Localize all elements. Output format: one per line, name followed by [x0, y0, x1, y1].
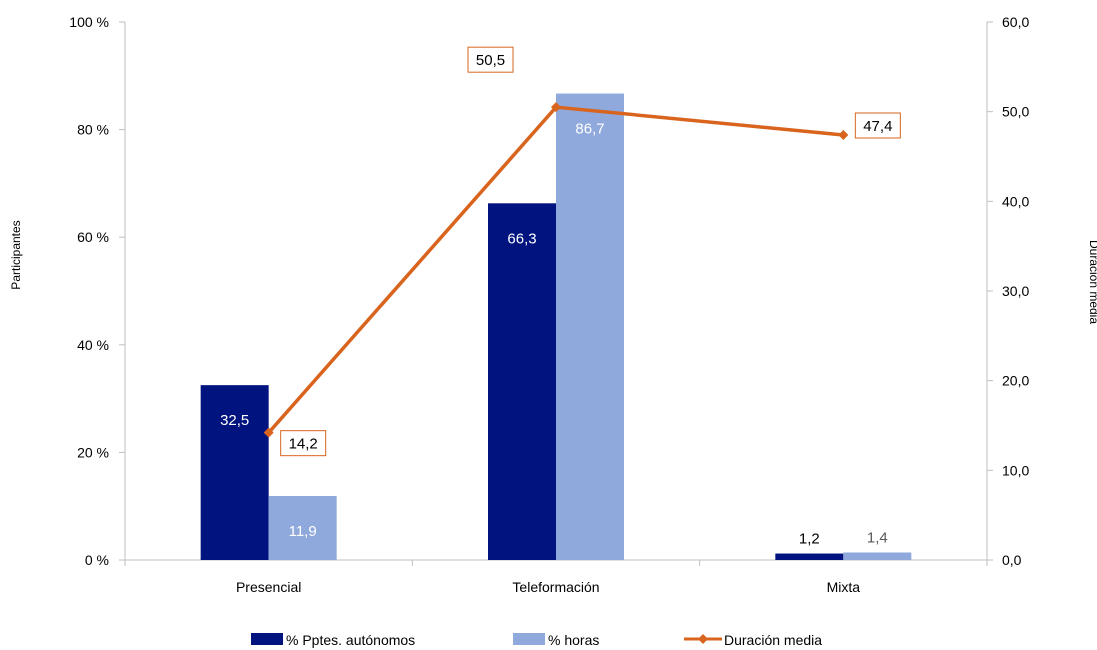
legend: % Pptes. autónomos % horas Duración media [251, 632, 822, 648]
y-tick-label: 100 % [69, 14, 109, 30]
bar-data-label: 1,4 [867, 529, 888, 546]
y-tick-label: 60 % [77, 229, 109, 245]
y2-tick-label: 60,0 [1002, 14, 1029, 30]
line-series [263, 102, 849, 438]
y2-tick-label: 20,0 [1002, 373, 1029, 389]
x-tick-label: Teleformación [512, 579, 599, 595]
bars [200, 93, 912, 560]
x-tick-label: Mixta [827, 579, 861, 595]
bar-data-label: 11,9 [289, 523, 317, 540]
line-data-label-box [467, 46, 514, 73]
bar-data-label: 86,7 [575, 121, 604, 138]
bar-data-label: 32,5 [220, 412, 249, 429]
bar-horas [268, 495, 337, 560]
line-data-label-box [854, 112, 901, 139]
y-tick-label: 20 % [77, 444, 109, 460]
line-point-marker [551, 102, 561, 113]
line-data-label: 14,2 [289, 436, 318, 453]
line-data-label: 50,5 [476, 52, 505, 69]
line-point-marker [263, 427, 274, 438]
y-tick-label: 40 % [77, 337, 109, 353]
bar-pptes [200, 385, 269, 560]
legend-swatch [251, 633, 283, 645]
bar-pptes [488, 203, 556, 560]
y-axis-label: Participantes [9, 220, 23, 289]
axes: 0 % 20 % 40 % 60 % 80 % 100 % 0,0 10,0 20,0 30,0 4… [69, 14, 1029, 595]
y2-tick-label: 50,0 [1002, 104, 1029, 120]
bar-horas [556, 93, 624, 560]
legend-marker [698, 634, 708, 644]
legend-swatch [513, 633, 545, 645]
y2-tick-label: 0,0 [1002, 552, 1022, 568]
line-point-marker [838, 129, 849, 140]
y2-axis-label: Duración media [1087, 240, 1097, 324]
bar-pptes [775, 553, 844, 560]
legend-label: % Pptes. autónomos [286, 632, 415, 648]
data-labels: 32,5 66,3 1,2 11,9 86,7 1,4 14,2 50,5 47,4 [220, 46, 901, 548]
y2-tick-label: 30,0 [1002, 283, 1029, 299]
y-tick-label: 0 % [85, 552, 109, 568]
legend-label: % horas [548, 632, 599, 648]
bar-data-label: 1,2 [799, 531, 820, 548]
x-tick-label: Presencial [236, 579, 301, 595]
bar-horas [843, 552, 912, 560]
y-tick-label: 80 % [77, 122, 109, 138]
y2-tick-label: 40,0 [1002, 193, 1029, 209]
legend-label: Duración media [724, 632, 822, 648]
line-data-label-box [280, 430, 327, 457]
line-data-label: 47,4 [863, 118, 892, 135]
y2-tick-label: 10,0 [1002, 462, 1029, 478]
bar-data-label: 66,3 [507, 230, 536, 247]
